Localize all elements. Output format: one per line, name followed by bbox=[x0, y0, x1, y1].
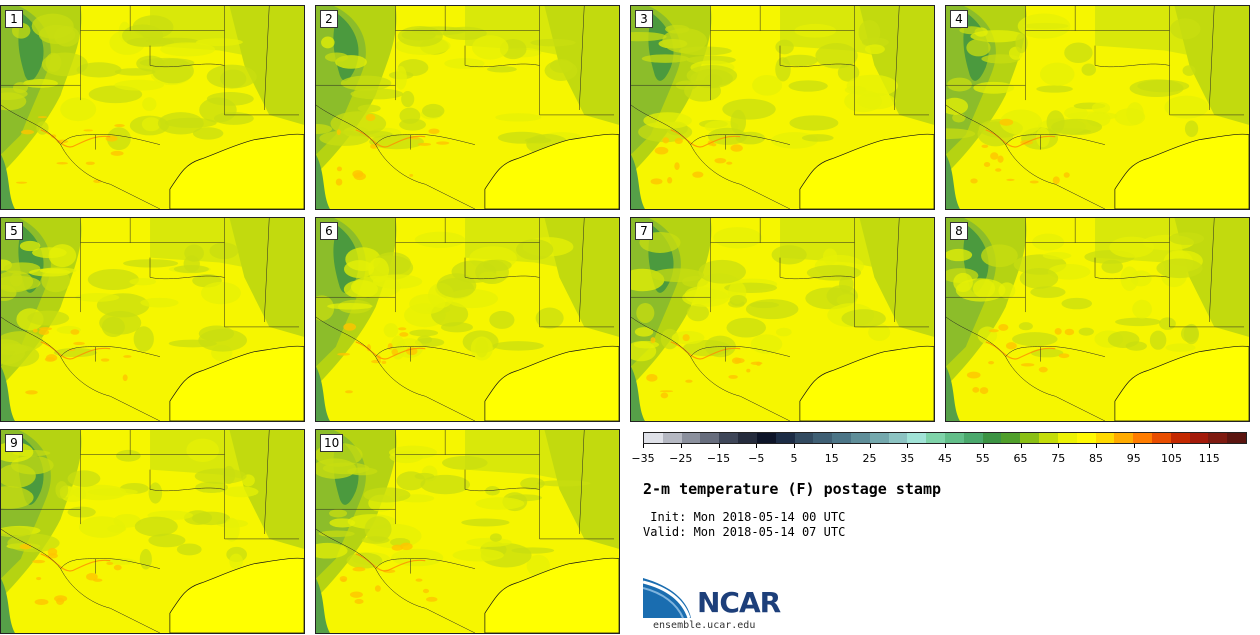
colorbar-swatch bbox=[775, 433, 795, 443]
colorbar-tick-label: 115 bbox=[1198, 452, 1220, 465]
member-number-label: 2 bbox=[320, 10, 338, 28]
temperature-colorbar bbox=[643, 432, 1247, 444]
ncar-logo-text: NCAR bbox=[697, 586, 781, 619]
colorbar-tick-label: 35 bbox=[900, 452, 915, 465]
colorbar-swatch bbox=[945, 433, 964, 443]
colorbar-swatch bbox=[738, 433, 757, 443]
colorbar-tick-label: −25 bbox=[669, 452, 693, 465]
colorbar-swatch bbox=[869, 433, 889, 443]
member-number-label: 8 bbox=[950, 222, 968, 240]
colorbar-tick bbox=[1133, 444, 1135, 448]
colorbar-tick-label: 75 bbox=[1051, 452, 1066, 465]
site-url: ensemble.ucar.edu bbox=[653, 620, 756, 631]
valid-time: Valid: Mon 2018-05-14 07 UTC bbox=[643, 525, 846, 539]
colorbar-swatch bbox=[1151, 433, 1171, 443]
colorbar-swatch bbox=[850, 433, 870, 443]
colorbar-tick bbox=[794, 444, 795, 448]
colorbar-swatch bbox=[644, 433, 663, 443]
ensemble-member-map: 7 bbox=[630, 217, 935, 422]
colorbar-swatch bbox=[719, 433, 739, 443]
colorbar-tick bbox=[907, 444, 909, 448]
colorbar-tick bbox=[982, 444, 984, 448]
ensemble-member-map: 3 bbox=[630, 5, 935, 210]
colorbar-swatch bbox=[982, 433, 1002, 443]
member-number-label: 10 bbox=[320, 434, 344, 452]
member-number-label: 1 bbox=[5, 10, 23, 28]
member-number-label: 6 bbox=[320, 222, 338, 240]
colorbar-swatch bbox=[1133, 433, 1152, 443]
colorbar-tick-label: 55 bbox=[975, 452, 990, 465]
colorbar-swatch bbox=[907, 433, 927, 443]
colorbar-swatch bbox=[963, 433, 983, 443]
colorbar-swatch bbox=[700, 433, 720, 443]
colorbar-tick bbox=[869, 444, 871, 448]
init-time: Init: Mon 2018-05-14 00 UTC bbox=[643, 510, 846, 524]
colorbar-tick-label: 15 bbox=[824, 452, 839, 465]
colorbar-swatch bbox=[1001, 433, 1021, 443]
colorbar-swatch bbox=[1208, 433, 1228, 443]
colorbar-tick bbox=[643, 444, 644, 448]
colorbar-ticks: −35 −25 −15 −5 5 15 25 35 45 55 65 75 85 95 105 115 bbox=[631, 444, 1247, 468]
colorbar-swatch bbox=[1057, 433, 1077, 443]
member-number-label: 9 bbox=[5, 434, 23, 452]
colorbar-tick bbox=[1096, 444, 1097, 448]
colorbar-tick-label: 85 bbox=[1089, 452, 1103, 465]
colorbar-tick-label: 105 bbox=[1161, 452, 1182, 465]
ensemble-member-map: 2 bbox=[315, 5, 620, 210]
colorbar-swatch bbox=[662, 433, 682, 443]
colorbar-tick bbox=[1171, 444, 1173, 448]
ensemble-member-map: 1 bbox=[0, 5, 305, 210]
colorbar-tick-label: −35 bbox=[631, 452, 655, 465]
colorbar-swatch bbox=[1020, 433, 1040, 443]
colorbar-tick-label: 25 bbox=[862, 452, 877, 465]
member-number-label: 3 bbox=[635, 10, 653, 28]
ensemble-member-map: 10 bbox=[315, 429, 620, 634]
colorbar-tick bbox=[1020, 444, 1022, 448]
ensemble-member-map: 9 bbox=[0, 429, 305, 634]
colorbar-swatch bbox=[1076, 433, 1096, 443]
page-title: 2-m temperature (F) postage stamp bbox=[643, 480, 942, 498]
colorbar-tick-label: 65 bbox=[1013, 452, 1028, 465]
colorbar-swatch bbox=[681, 433, 701, 443]
colorbar-tick-label: 45 bbox=[938, 452, 952, 465]
ncar-logo-icon bbox=[643, 578, 691, 619]
colorbar-tick bbox=[1058, 444, 1060, 448]
ensemble-member-map: 5 bbox=[0, 217, 305, 422]
ensemble-member-map: 6 bbox=[315, 217, 620, 422]
colorbar-swatch bbox=[1170, 433, 1190, 443]
colorbar-swatch bbox=[1114, 433, 1134, 443]
colorbar-swatch bbox=[756, 433, 776, 443]
ensemble-member-map: 8 bbox=[945, 217, 1250, 422]
ensemble-member-map: 4 bbox=[945, 5, 1250, 210]
colorbar-tick bbox=[1209, 444, 1211, 448]
colorbar-swatch bbox=[1095, 433, 1115, 443]
colorbar-tick-label: 5 bbox=[790, 452, 798, 465]
member-number-label: 5 bbox=[5, 222, 23, 240]
colorbar-tick bbox=[756, 444, 758, 448]
colorbar-tick-label: −5 bbox=[748, 452, 765, 465]
colorbar-swatch bbox=[926, 433, 945, 443]
colorbar-swatch bbox=[1227, 433, 1246, 443]
colorbar-swatch bbox=[813, 433, 833, 443]
colorbar-tick bbox=[680, 444, 682, 448]
colorbar-swatch bbox=[794, 433, 814, 443]
colorbar-tick bbox=[831, 444, 833, 448]
colorbar-tick bbox=[945, 444, 946, 448]
member-number-label: 7 bbox=[635, 222, 653, 240]
colorbar-tick bbox=[718, 444, 720, 448]
colorbar-swatch bbox=[832, 433, 851, 443]
colorbar-swatch bbox=[1189, 433, 1209, 443]
colorbar-tick-label: −15 bbox=[706, 452, 731, 465]
colorbar-swatch bbox=[888, 433, 908, 443]
colorbar-swatch bbox=[1039, 433, 1058, 443]
colorbar-tick-label: 95 bbox=[1126, 452, 1141, 465]
member-number-label: 4 bbox=[950, 10, 968, 28]
